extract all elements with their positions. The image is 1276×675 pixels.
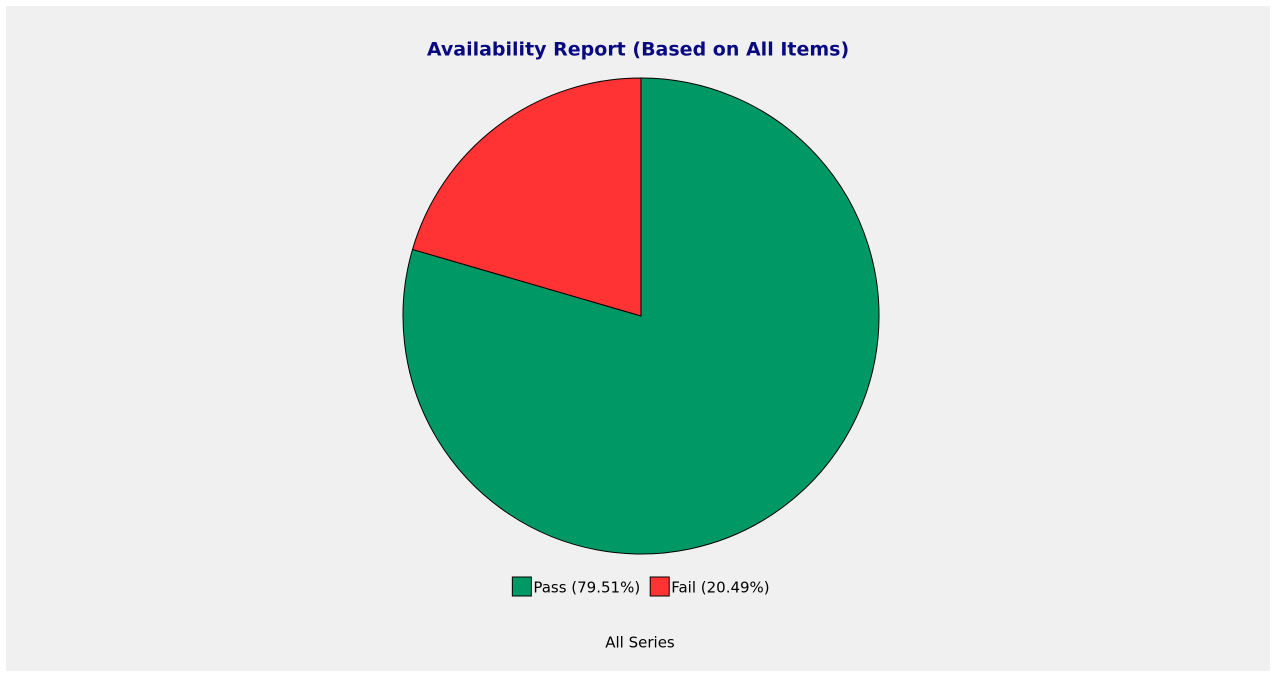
pie — [402, 77, 880, 555]
legend-label: Pass (79.51%) — [533, 579, 640, 597]
pie-slice — [411, 77, 642, 317]
series-label: All Series — [605, 634, 675, 652]
chart-title: Availability Report (Based on All Items) — [427, 39, 849, 61]
legend-swatch — [511, 576, 532, 597]
legend-label: Fail (20.49%) — [671, 579, 769, 597]
legend-swatch — [649, 576, 670, 597]
legend: Pass (79.51%) Fail (20.49%) — [511, 576, 770, 597]
